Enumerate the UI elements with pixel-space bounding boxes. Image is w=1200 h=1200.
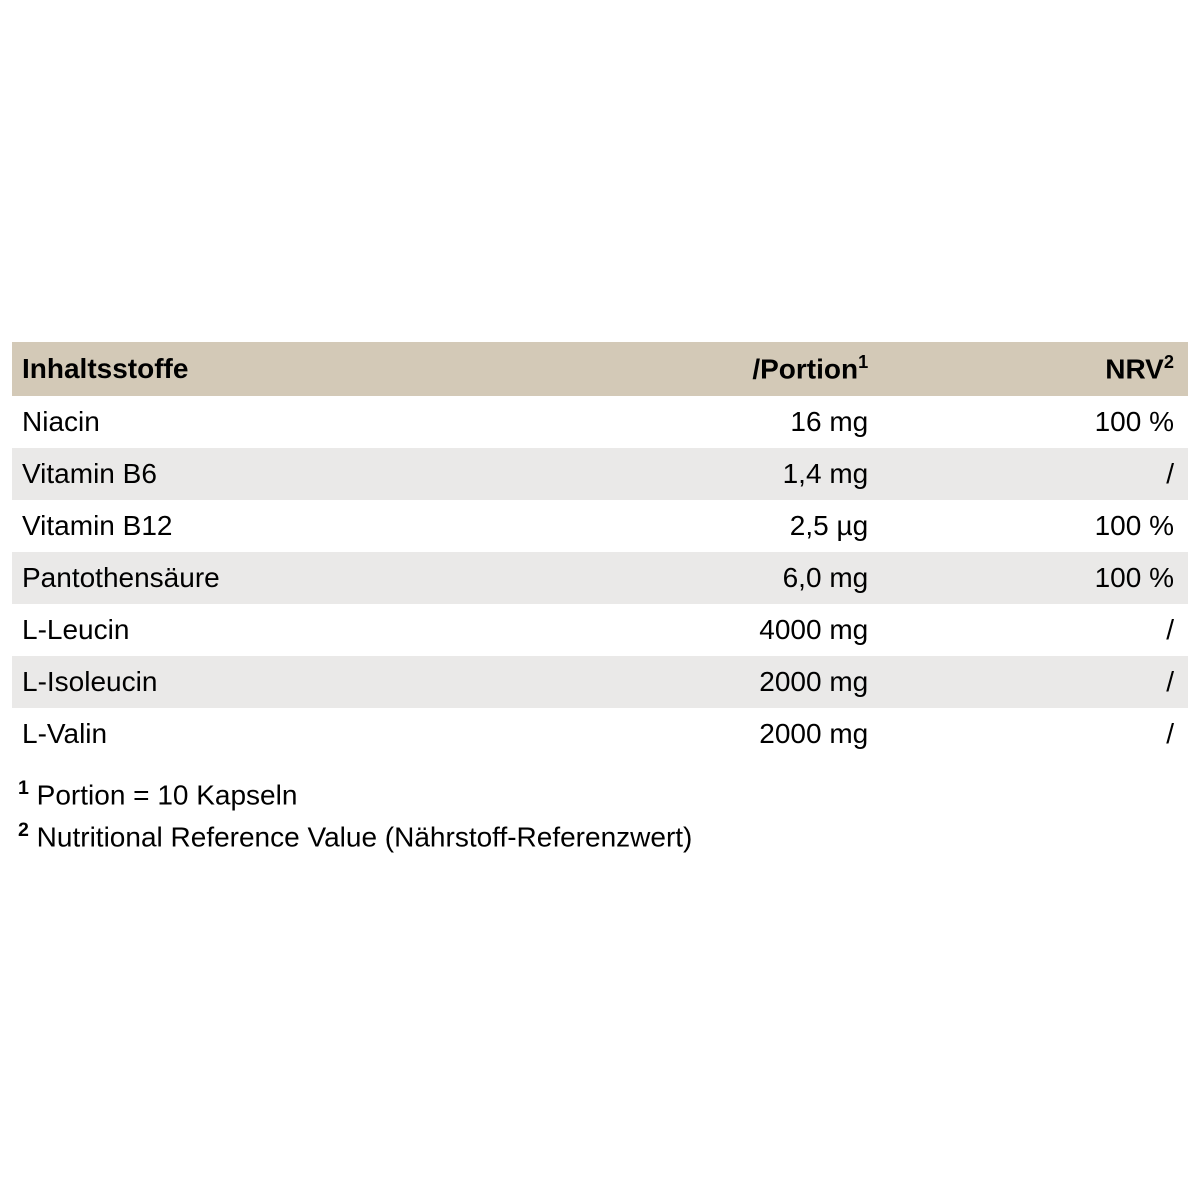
cell-nrv: 100 % xyxy=(882,500,1188,552)
table-row: Vitamin B6 1,4 mg / xyxy=(12,448,1188,500)
header-nrv-label: NRV xyxy=(1105,354,1164,385)
table-header-row: Inhaltsstoffe /Portion1 NRV2 xyxy=(12,342,1188,395)
cell-nrv: 100 % xyxy=(882,552,1188,604)
header-nrv: NRV2 xyxy=(882,342,1188,395)
cell-name: Vitamin B6 xyxy=(12,448,576,500)
footnote-text: Nutritional Reference Value (Nährstoff-R… xyxy=(29,821,692,852)
cell-portion: 4000 mg xyxy=(576,604,882,656)
nutrition-table-container: Inhaltsstoffe /Portion1 NRV2 Niacin 16 m… xyxy=(12,342,1188,857)
header-portion: /Portion1 xyxy=(576,342,882,395)
cell-nrv: / xyxy=(882,656,1188,708)
cell-nrv: 100 % xyxy=(882,396,1188,448)
header-portion-label: /Portion xyxy=(752,354,858,385)
cell-nrv: / xyxy=(882,448,1188,500)
cell-name: L-Isoleucin xyxy=(12,656,576,708)
table-body: Niacin 16 mg 100 % Vitamin B6 1,4 mg / V… xyxy=(12,396,1188,760)
header-ingredients: Inhaltsstoffe xyxy=(12,342,576,395)
footnotes: 1 Portion = 10 Kapseln 2 Nutritional Ref… xyxy=(12,774,1188,858)
table-row: Vitamin B12 2,5 µg 100 % xyxy=(12,500,1188,552)
table-row: Pantothensäure 6,0 mg 100 % xyxy=(12,552,1188,604)
footnote-number: 2 xyxy=(18,819,29,841)
cell-name: L-Valin xyxy=(12,708,576,760)
cell-nrv: / xyxy=(882,604,1188,656)
footnote-text: Portion = 10 Kapseln xyxy=(29,779,298,810)
table-row: L-Valin 2000 mg / xyxy=(12,708,1188,760)
cell-portion: 2000 mg xyxy=(576,656,882,708)
header-portion-sup: 1 xyxy=(858,352,868,372)
footnote: 1 Portion = 10 Kapseln xyxy=(18,774,1188,816)
cell-name: Niacin xyxy=(12,396,576,448)
cell-name: Pantothensäure xyxy=(12,552,576,604)
cell-nrv: / xyxy=(882,708,1188,760)
nutrition-table: Inhaltsstoffe /Portion1 NRV2 Niacin 16 m… xyxy=(12,342,1188,759)
cell-portion: 16 mg xyxy=(576,396,882,448)
table-row: Niacin 16 mg 100 % xyxy=(12,396,1188,448)
table-row: L-Leucin 4000 mg / xyxy=(12,604,1188,656)
footnote-number: 1 xyxy=(18,777,29,799)
table-row: L-Isoleucin 2000 mg / xyxy=(12,656,1188,708)
header-nrv-sup: 2 xyxy=(1164,352,1174,372)
cell-name: Vitamin B12 xyxy=(12,500,576,552)
footnote: 2 Nutritional Reference Value (Nährstoff… xyxy=(18,816,1188,858)
cell-portion: 2,5 µg xyxy=(576,500,882,552)
cell-portion: 1,4 mg xyxy=(576,448,882,500)
header-ingredients-label: Inhaltsstoffe xyxy=(22,353,188,384)
cell-portion: 2000 mg xyxy=(576,708,882,760)
cell-name: L-Leucin xyxy=(12,604,576,656)
cell-portion: 6,0 mg xyxy=(576,552,882,604)
